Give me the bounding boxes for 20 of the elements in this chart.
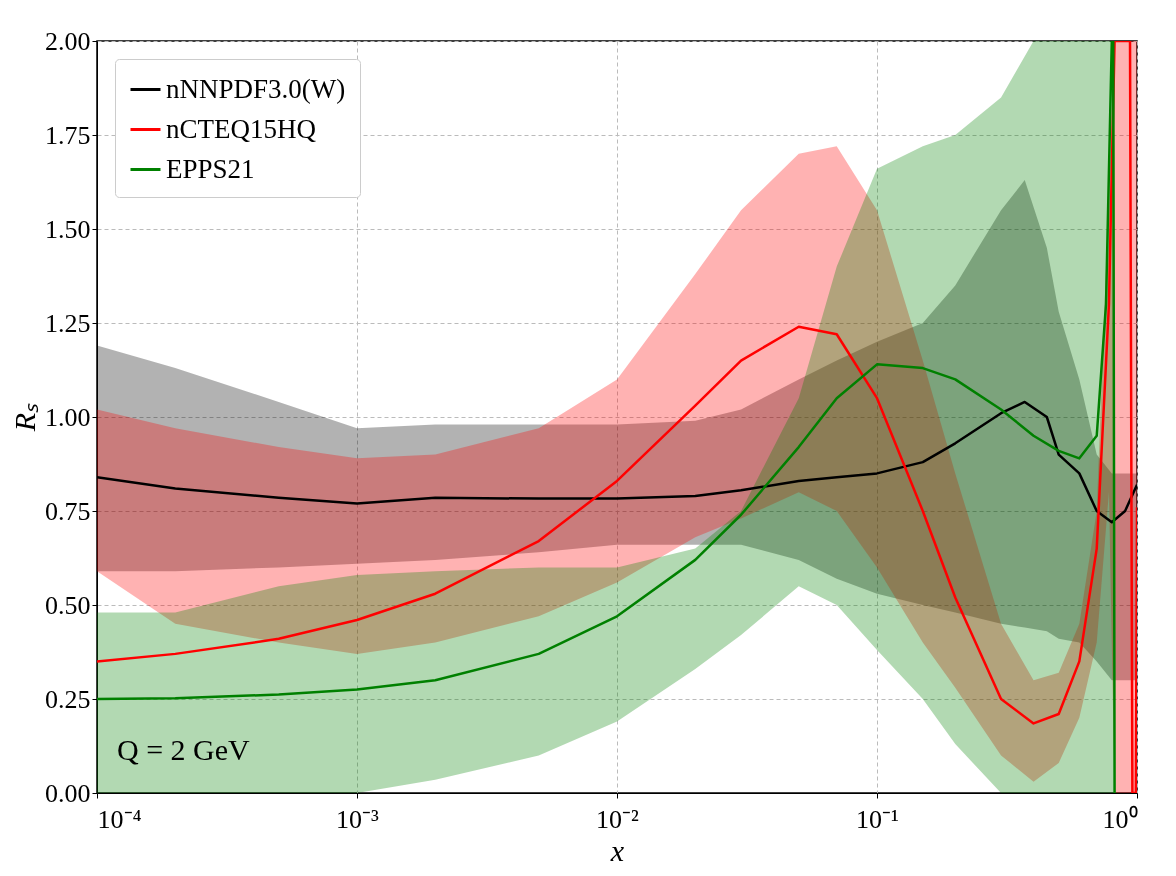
legend-label: nCTEQ15HQ [166,113,317,144]
y-tick-label: 0.75 [45,496,91,526]
y-tick-label: 1.25 [45,308,91,338]
y-tick-label: 0.25 [45,684,91,714]
y-tick-label: 0.50 [45,590,91,620]
x-axis-title: x [609,833,625,867]
x-tick-label: 10⁰ [1102,804,1138,834]
x-tick-label: 10⁻⁴ [97,804,142,834]
y-tick-label: 2.00 [45,26,91,56]
y-tick-label: 1.00 [45,402,91,432]
y-tick-label: 1.75 [45,120,91,150]
legend-label: nNNPDF3.0(W) [166,73,346,104]
y-axis-title: Rₛ [8,402,41,433]
x-tick-label: 10⁻¹ [856,804,899,834]
x-tick-label: 10⁻² [596,804,640,834]
y-tick-label: 0.00 [45,778,91,808]
y-tick-label: 1.50 [45,214,91,244]
x-tick-label: 10⁻³ [336,804,380,834]
legend-label: EPPS21 [166,153,255,184]
annotation: Q = 2 GeV [117,733,251,766]
